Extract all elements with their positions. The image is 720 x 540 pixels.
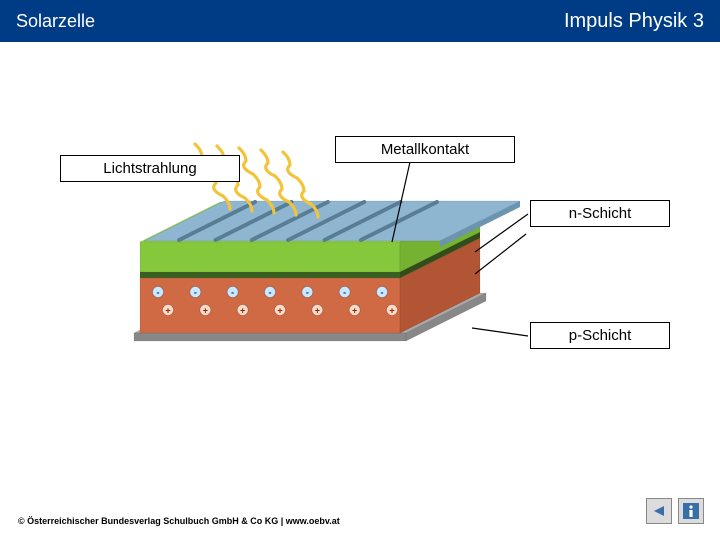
svg-text:+: +	[352, 306, 357, 316]
label-light: Lichtstrahlung	[60, 155, 240, 182]
svg-text:-: -	[269, 288, 272, 298]
label-n-layer-text: n-Schicht	[569, 205, 632, 222]
diagram-area: -------+++++++ Lichtstrahlung Metallkont…	[0, 42, 720, 540]
copyright-text: © Österreichischer Bundesverlag Schulbuc…	[18, 516, 340, 526]
svg-text:+: +	[389, 306, 394, 316]
svg-text:-: -	[306, 288, 309, 298]
svg-text:-: -	[157, 288, 160, 298]
nav-info-button[interactable]	[678, 498, 704, 524]
label-metal-text: Metallkontakt	[381, 141, 469, 158]
back-arrow-icon	[652, 504, 666, 518]
svg-text:+: +	[277, 306, 282, 316]
header-title-right: Impuls Physik 3	[564, 10, 704, 33]
solar-cell-diagram: -------+++++++	[0, 42, 720, 540]
svg-text:-: -	[343, 288, 346, 298]
svg-text:+: +	[203, 306, 208, 316]
svg-text:-: -	[381, 288, 384, 298]
label-p-layer-text: p-Schicht	[569, 327, 632, 344]
svg-text:+: +	[240, 306, 245, 316]
label-light-text: Lichtstrahlung	[103, 160, 196, 177]
svg-text:+: +	[315, 306, 320, 316]
nav-back-button[interactable]	[646, 498, 672, 524]
label-p-layer: p-Schicht	[530, 322, 670, 349]
header-title-left: Solarzelle	[16, 11, 95, 32]
svg-text:+: +	[165, 306, 170, 316]
label-n-layer: n-Schicht	[530, 200, 670, 227]
svg-text:-: -	[231, 288, 234, 298]
info-icon	[682, 502, 700, 520]
label-metal: Metallkontakt	[335, 136, 515, 163]
svg-text:-: -	[194, 288, 197, 298]
